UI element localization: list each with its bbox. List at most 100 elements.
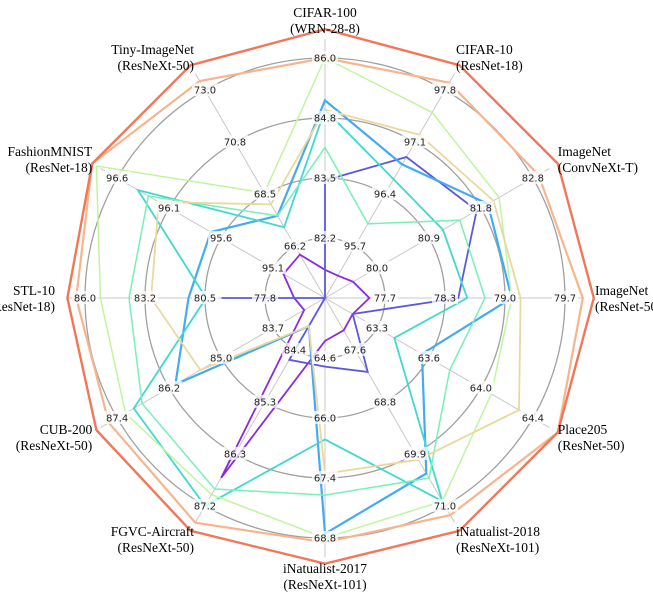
tick-label: 64.4 — [522, 414, 544, 425]
axis-dataset-name: iNatualist-2018 — [456, 524, 540, 539]
tick-label: 97.8 — [434, 86, 456, 97]
tick-label: 80.0 — [366, 264, 388, 275]
tick-label: 87.4 — [106, 414, 128, 425]
tick-bg — [222, 135, 248, 149]
tick-bg — [252, 291, 278, 304]
tick-label: 64.0 — [470, 384, 492, 395]
tick-label: 85.3 — [254, 397, 276, 408]
tick-label: 67.6 — [344, 345, 366, 356]
spoke-6 — [324, 297, 456, 523]
tick-label: 63.3 — [366, 324, 388, 335]
tick-label: 68.8 — [314, 534, 336, 545]
axis-labels: CIFAR-100 (WRN-28-8) CIFAR-10 (ResNet-18) Im… — [0, 5, 653, 592]
tick-bg — [192, 291, 218, 304]
spoke-12 — [194, 73, 326, 299]
axis-model-name: (ResNet-50) — [558, 438, 625, 453]
tick-bg — [432, 498, 458, 512]
tick-label: 86.0 — [74, 294, 96, 305]
tick-label: 67.4 — [314, 474, 336, 485]
tick-label: 86.0 — [314, 54, 336, 65]
axis-label: Tiny-ImageNet (ResNeXt-50) — [111, 42, 194, 73]
tick-bg — [519, 411, 546, 424]
tick-label: 77.8 — [254, 294, 276, 305]
axis-model-name: (ResNet-18) — [0, 299, 55, 314]
tick-label: 86.3 — [224, 449, 246, 460]
tick-label: 82.2 — [314, 234, 336, 245]
axis-label: ImageNet(ResNet-50) — [595, 283, 653, 314]
series-1-polygon — [220, 253, 371, 479]
axis-model-name: (ResNet-50) — [595, 299, 653, 314]
tick-label: 83.2 — [134, 294, 156, 305]
tick-label: 79.0 — [494, 294, 516, 305]
tick-bg — [260, 261, 287, 274]
axis-model-name: (ResNeXt-50) — [118, 58, 194, 73]
axis-label: iNatualist-2018 (ResNeXt-101) — [456, 524, 540, 555]
axis-model-name: (ResNeXt-50) — [118, 540, 194, 555]
tick-label: 87.2 — [194, 501, 216, 512]
tick-label: 96.6 — [106, 174, 128, 185]
tick-bg — [72, 291, 98, 304]
tick-bg — [132, 291, 158, 304]
axis-label: CUB-200 (ResNeXt-50) — [16, 422, 93, 453]
tick-label: 81.8 — [470, 204, 492, 215]
tick-bg — [192, 83, 218, 97]
tick-label: 80.5 — [194, 294, 216, 305]
axis-model-name: (ConvNeXt-T) — [558, 160, 638, 175]
tick-label: 95.6 — [210, 234, 232, 245]
axis-dataset-name: FGVC-Aircraft — [111, 524, 194, 539]
tick-label: 69.9 — [404, 449, 426, 460]
tick-label: 68.5 — [254, 190, 276, 201]
axis-label: CIFAR-100 (WRN-28-8) — [290, 5, 360, 36]
tick-label: 83.7 — [262, 324, 284, 335]
tick-bg — [492, 291, 518, 304]
tick-bg — [372, 291, 398, 304]
axis-dataset-name: CIFAR-100 — [293, 5, 357, 20]
tick-label: 79.7 — [554, 294, 576, 305]
tick-label: 82.8 — [522, 174, 544, 185]
axis-dataset-name: Place205 — [558, 422, 608, 437]
tick-bg — [222, 446, 248, 460]
axis-dataset-name: CUB-200 — [40, 422, 93, 437]
tick-label: 97.1 — [404, 138, 426, 149]
tick-label: 80.9 — [418, 234, 440, 245]
axis-dataset-name: FashionMNIST — [7, 144, 93, 159]
tick-bg — [192, 498, 218, 512]
tick-bg — [415, 231, 442, 244]
tick-label: 96.4 — [374, 190, 396, 201]
axis-label: Place205 (ResNet-50) — [558, 422, 625, 453]
axis-model-name: (WRN-28-8) — [290, 21, 360, 36]
tick-bg — [432, 83, 458, 97]
tick-bg — [312, 531, 338, 544]
tick-label: 83.5 — [314, 174, 336, 185]
tick-label: 73.0 — [194, 86, 216, 97]
tick-label: 84.4 — [284, 345, 306, 356]
tick-bg — [252, 187, 278, 201]
tick-bg — [432, 291, 458, 304]
tick-bg — [104, 171, 131, 184]
tick-bg — [312, 171, 338, 184]
series-9-polygon — [66, 27, 596, 565]
axis-dataset-name: iNatualist-2017 — [283, 561, 367, 576]
tick-label: 96.1 — [158, 204, 180, 215]
tick-bg — [467, 381, 494, 394]
axis-dataset-name: ImageNet — [558, 144, 611, 159]
tick-bg — [402, 135, 428, 149]
tick-label: 71.0 — [434, 501, 456, 512]
tick-bg — [519, 171, 546, 184]
tick-label: 84.8 — [314, 114, 336, 125]
axis-dataset-name: CIFAR-10 — [456, 42, 513, 57]
tick-label: 66.0 — [314, 414, 336, 425]
series-5-polygon — [128, 145, 486, 496]
axis-label: ImageNet (ConvNeXt-T) — [558, 144, 638, 175]
tick-bg — [312, 351, 338, 364]
tick-bg — [372, 187, 398, 201]
axis-model-name: (ResNeXt-101) — [456, 540, 539, 555]
tick-bg — [363, 261, 390, 274]
series-2-polygon — [221, 156, 478, 373]
tick-bg — [312, 411, 338, 424]
tick-label: 86.2 — [158, 384, 180, 395]
tick-label: 78.3 — [434, 294, 456, 305]
tick-bg — [156, 381, 183, 394]
tick-bg — [208, 351, 235, 364]
